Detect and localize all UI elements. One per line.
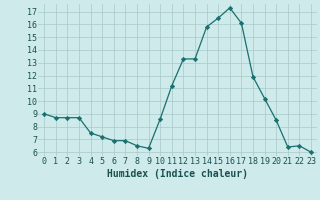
X-axis label: Humidex (Indice chaleur): Humidex (Indice chaleur) (107, 169, 248, 179)
